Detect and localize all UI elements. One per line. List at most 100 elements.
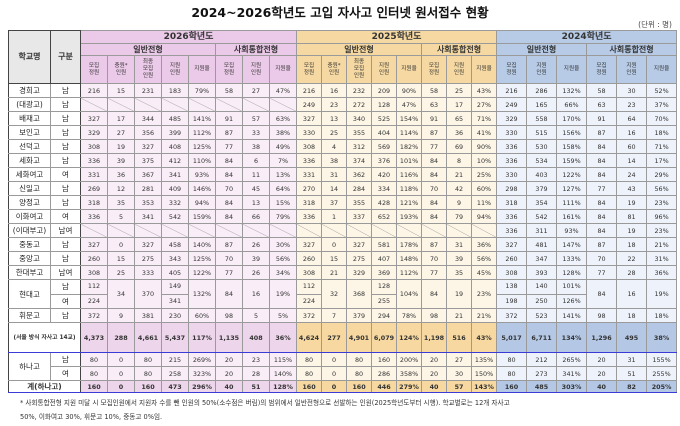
cell-value: 56% <box>471 251 498 266</box>
cell-value: 96% <box>646 209 678 224</box>
cell-value: 84 <box>586 279 618 309</box>
cell-value: 79 <box>446 209 473 224</box>
cell-value: 31 <box>446 237 473 252</box>
cell-value: 80 <box>296 352 323 367</box>
cell-value: 25 <box>446 83 473 98</box>
cell-value: 31% <box>646 251 678 266</box>
empty-cell <box>446 223 473 238</box>
cell-value: 16 <box>242 279 270 309</box>
cell-value: 200% <box>396 352 423 367</box>
table-row: 세화고 남 336 39 375 412 110% 84 6 7% 336 38 374 376 101% 8… <box>8 153 678 168</box>
grand-total-label: 계(하나고) <box>8 380 81 393</box>
cell-value: 6,079 <box>371 322 398 353</box>
cell-value: 104% <box>396 279 423 309</box>
cell-value: 98 <box>215 308 243 323</box>
cell-value: 269 <box>80 181 108 196</box>
cell-value: 49% <box>268 139 298 154</box>
cell-value: 47% <box>396 97 423 112</box>
cell-value: 269% <box>188 352 216 367</box>
split-cell: 112 224 <box>80 279 108 309</box>
cell-value: 327 <box>346 237 373 252</box>
school-name: 선덕고 <box>8 139 51 154</box>
cell-value: 165 <box>526 97 558 112</box>
cell-value: 160 <box>80 380 108 393</box>
cell-value: 330 <box>296 125 323 140</box>
empty-cell <box>268 97 298 112</box>
cell-value: 323% <box>188 366 216 381</box>
cell-value: 6 <box>242 153 270 168</box>
cell-value: 27 <box>107 125 135 140</box>
cell-value: 135% <box>471 352 498 367</box>
cell-value: 124% <box>396 322 423 353</box>
cell-value: 0 <box>107 380 135 393</box>
header-general-y2026: 일반전형 <box>80 43 216 56</box>
cell-value: 71% <box>646 139 678 154</box>
cell-value: 4,901 <box>346 322 373 353</box>
empty-cell <box>107 97 135 112</box>
cell-value: 20 <box>215 352 243 367</box>
cell-value: 530 <box>526 139 558 154</box>
cell-value: 40 <box>421 380 448 393</box>
empty-cell <box>346 223 373 238</box>
split-cell: 140 250 <box>526 279 558 309</box>
school-name: 신일고 <box>8 181 51 196</box>
cell-value: 26 <box>242 265 270 280</box>
page-title: 2024~2026학년도 고입 자사고 인터넷 원서접수 현황 <box>191 5 489 20</box>
cell-value: 66% <box>556 97 588 112</box>
cell-value: 327 <box>496 237 528 252</box>
cell-value: 26 <box>242 237 270 252</box>
cell-value: 132% <box>188 279 216 309</box>
cell-value: 84 <box>215 209 243 224</box>
cell-value: 38% <box>268 125 298 140</box>
school-name: 하나고 <box>8 352 51 381</box>
cell-value: 84 <box>215 195 243 210</box>
cell-value: 329 <box>496 111 528 126</box>
cell-value: 341 <box>134 209 162 224</box>
footnote-line-1: * 사회통합전형 지원 미달 시 모집인원에서 지원자 수를 뺀 인원의 50%… <box>20 399 510 407</box>
header-col: 지원 인원 <box>242 55 270 84</box>
cell-value: 57 <box>446 380 473 393</box>
header-year-y2025: 2025학년도 <box>296 30 498 44</box>
cell-value: 318 <box>80 195 108 210</box>
cell-value: 141% <box>556 308 588 323</box>
cell-value: 35 <box>446 265 473 280</box>
cell-value: 148% <box>396 251 423 266</box>
gender: 남 <box>50 195 81 210</box>
cell-value: 122% <box>188 265 216 280</box>
cell-value: 161% <box>556 209 588 224</box>
header-col: 지원율 <box>646 55 678 84</box>
cell-value: 160 <box>371 352 398 367</box>
cell-value: 265% <box>556 352 588 367</box>
split-cell: 128 255 <box>371 279 398 309</box>
header-social-y2024: 사회통합전형 <box>586 43 678 56</box>
cell-value: 20 <box>586 366 618 381</box>
cell-value: 17% <box>646 153 678 168</box>
cell-value: 408 <box>161 139 189 154</box>
cell-value: 336 <box>496 153 528 168</box>
cell-value: 298 <box>496 181 528 196</box>
cell-value: 481 <box>526 237 558 252</box>
cell-value: 64% <box>268 181 298 196</box>
cell-value: 121% <box>396 195 423 210</box>
cell-value: 27 <box>446 352 473 367</box>
cell-value: 358% <box>396 366 423 381</box>
cell-value: 29% <box>646 167 678 182</box>
school-name: 양정고 <box>8 195 51 210</box>
cell-value: 1,296 <box>586 322 618 353</box>
cell-value: 39 <box>107 153 135 168</box>
cell-value: 376 <box>371 153 398 168</box>
cell-value: 581 <box>371 237 398 252</box>
cell-value: 523 <box>526 308 558 323</box>
cell-value: 84 <box>215 279 243 309</box>
cell-value: 249 <box>496 97 528 112</box>
cell-value: 28 <box>242 366 270 381</box>
cell-value: 250 <box>527 293 557 309</box>
cell-value: 77 <box>586 181 618 196</box>
school-name: 중동고 <box>8 237 51 252</box>
cell-value: 4,661 <box>134 322 162 353</box>
cell-value: 160 <box>296 380 323 393</box>
cell-value: 5% <box>268 308 298 323</box>
cell-value: 370 <box>134 279 162 309</box>
gender: 남 <box>50 181 81 196</box>
